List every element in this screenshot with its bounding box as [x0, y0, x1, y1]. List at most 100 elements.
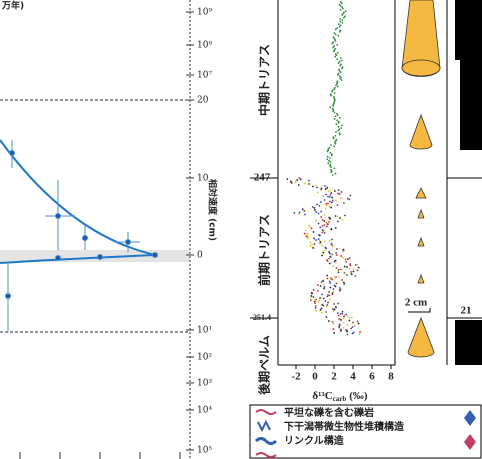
point	[335, 286, 337, 288]
point	[333, 288, 335, 290]
point	[349, 268, 351, 270]
point	[321, 245, 323, 247]
point	[323, 288, 325, 290]
point	[311, 244, 313, 246]
point	[315, 307, 317, 309]
fit-curve	[0, 140, 155, 255]
point	[340, 127, 342, 129]
point	[310, 297, 312, 299]
point	[326, 306, 328, 308]
point	[330, 171, 332, 173]
point	[343, 283, 345, 285]
point	[340, 319, 342, 321]
point	[340, 313, 342, 315]
point	[342, 8, 344, 10]
point	[325, 194, 327, 196]
point	[338, 276, 340, 278]
point	[341, 19, 343, 21]
point	[315, 220, 317, 222]
x-axis-title: δ¹³Ccarb(‰)	[312, 390, 368, 403]
point	[345, 261, 347, 263]
point	[340, 9, 342, 11]
point	[337, 35, 339, 37]
point	[322, 280, 324, 282]
point	[326, 187, 328, 189]
age-label: 247	[254, 172, 271, 184]
point	[329, 287, 331, 289]
point	[330, 106, 332, 108]
point	[324, 220, 326, 222]
point	[335, 40, 337, 42]
point	[340, 5, 342, 7]
point	[314, 302, 316, 304]
axis-label: 10¹	[197, 326, 212, 336]
point	[324, 250, 326, 252]
point	[325, 203, 327, 205]
point	[348, 317, 350, 319]
point	[333, 51, 335, 53]
point	[341, 79, 343, 81]
point	[315, 211, 317, 213]
point	[308, 180, 310, 182]
point	[319, 242, 321, 244]
point	[327, 156, 329, 158]
point	[320, 201, 322, 203]
legend-item: リンクル構造	[284, 434, 345, 447]
point	[332, 174, 334, 176]
stage-label: 前期トリアス	[257, 214, 272, 286]
point	[313, 231, 315, 233]
point	[341, 125, 343, 127]
point	[335, 143, 337, 145]
point	[312, 296, 314, 298]
point	[331, 279, 333, 281]
scale-bar	[408, 308, 430, 312]
age-label: 251.4	[253, 313, 271, 322]
point	[318, 223, 320, 225]
point	[335, 227, 337, 229]
point	[312, 206, 314, 208]
point	[312, 247, 314, 249]
point	[336, 254, 338, 256]
point	[324, 185, 326, 187]
point	[335, 173, 337, 175]
point	[315, 299, 317, 301]
point	[358, 323, 360, 325]
point	[329, 218, 331, 220]
black-bar	[455, 0, 482, 60]
point	[332, 321, 334, 323]
point	[338, 315, 340, 317]
data-points	[6, 140, 158, 332]
point	[339, 217, 341, 219]
axis-label: 10⁸	[197, 41, 212, 51]
point	[326, 226, 328, 228]
point	[331, 197, 333, 199]
point	[346, 334, 348, 336]
point	[329, 206, 331, 208]
point	[330, 144, 332, 146]
point	[346, 266, 348, 268]
point	[359, 331, 361, 333]
point	[337, 312, 339, 314]
point	[337, 221, 339, 223]
point	[336, 58, 338, 60]
point	[357, 321, 359, 323]
point	[334, 309, 336, 311]
point	[320, 216, 322, 218]
point	[333, 332, 335, 334]
point	[320, 189, 322, 191]
point	[333, 145, 335, 147]
point	[355, 264, 357, 266]
point	[344, 215, 346, 217]
point	[339, 117, 341, 119]
point	[340, 191, 342, 193]
figure: 万年) 10⁹10⁸10⁷2010010¹10²10³10⁴10⁵ 相対速度 (…	[0, 0, 482, 459]
point	[314, 207, 316, 209]
subscript: carb	[333, 395, 347, 403]
axis-label: 0	[197, 251, 203, 261]
point	[318, 238, 320, 240]
point	[352, 333, 354, 335]
point	[333, 310, 335, 312]
point	[338, 318, 340, 320]
point	[349, 195, 351, 197]
point	[328, 191, 330, 193]
